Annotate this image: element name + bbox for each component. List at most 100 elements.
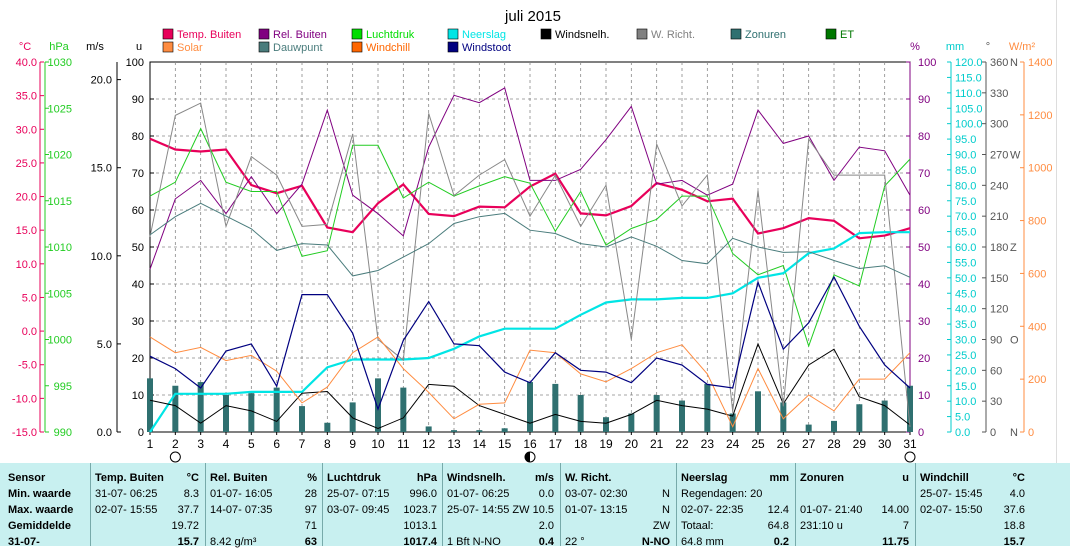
- axis-tick-label: 600: [1028, 268, 1046, 280]
- axis-tick-label: 1025: [48, 103, 72, 115]
- series-line-solar: [149, 336, 911, 428]
- axis-tick-label: 80.0: [955, 180, 976, 192]
- marker-circle: [904, 451, 916, 463]
- bar-zonuren: [603, 417, 609, 432]
- legend-label: Luchtdruk: [366, 29, 415, 41]
- axis-tick-label: 1200: [1028, 110, 1052, 122]
- bar-zonuren: [552, 383, 559, 432]
- stats-cell-value: 18.8: [1003, 520, 1025, 532]
- stats-cell-label: 8.42 g/m³: [210, 536, 257, 548]
- stats-column: Neerslag mm Regendagen: 20 02-07- 22:35 12.4…: [676, 463, 793, 548]
- axis-tick-label: -10.0: [12, 393, 37, 405]
- axis-tick-label: 40.0: [955, 304, 976, 316]
- axis-tick-label: 80: [918, 131, 930, 143]
- series-line-neerslag: [149, 231, 910, 433]
- bar-zonuren: [425, 426, 432, 432]
- axis-tick-label: 90.0: [955, 150, 976, 162]
- axis-tick-label: 180: [990, 242, 1008, 254]
- axis-tick-label: 1000: [48, 335, 72, 347]
- x-tick-label: 23: [701, 437, 715, 451]
- compass-label: O: [1010, 335, 1019, 347]
- legend-label: Windstoot: [462, 42, 511, 54]
- axis-tick-label: 10: [132, 390, 144, 402]
- bar-zonuren: [907, 385, 913, 432]
- stats-cell-value: 14.00: [881, 504, 909, 516]
- stats-cell-label: 02-07- 22:35: [681, 504, 744, 516]
- x-tick-label: 15: [498, 437, 512, 451]
- stats-column: W. Richt. 03-07- 02:30 N 01-07- 13:15 N ZW 22 …: [560, 463, 674, 548]
- legend-swatch: [258, 28, 270, 40]
- stats-column-unit: %: [307, 472, 317, 484]
- stats-cell-label: 14-07- 07:35: [210, 504, 273, 516]
- axis-tick-label: 45.0: [955, 288, 976, 300]
- axis-unit-label: %: [910, 41, 920, 53]
- stats-cell-value: ZW: [652, 520, 670, 532]
- stats-cell-value: 0.2: [773, 536, 789, 548]
- stats-column-header: Windchill: [920, 472, 969, 484]
- x-tick-label: 1: [147, 437, 154, 451]
- axis-tick-label: 70.0: [955, 211, 976, 223]
- axis-tick-label: 30.0: [16, 124, 37, 136]
- series-line-rel-buiten: [149, 87, 911, 270]
- axis-tick-label: 50.0: [955, 273, 976, 285]
- x-tick-label: 17: [549, 437, 563, 451]
- stats-cell-value: 97: [304, 504, 317, 516]
- stats-cell-label: 231:10 u: [800, 520, 843, 532]
- x-tick-label: 5: [248, 437, 255, 451]
- axis-tick-label: 800: [1028, 216, 1046, 228]
- stats-column-unit: °C: [186, 472, 199, 484]
- axis-tick-label: 80: [132, 131, 144, 143]
- bar-zonuren: [172, 385, 179, 432]
- stats-column-header: W. Richt.: [565, 472, 612, 484]
- axis-tick-label: 10: [918, 390, 930, 402]
- stats-column: Windsnelh. m/s 01-07- 06:25 0.0 25-07- 14:55…: [442, 463, 558, 548]
- compass-label: N: [1010, 427, 1018, 439]
- axis-unit-label: W/m²: [1009, 41, 1036, 53]
- legend-swatch: [351, 28, 363, 40]
- legend-label: Dauwpunt: [273, 42, 323, 54]
- bar-zonuren: [527, 382, 533, 432]
- legend-swatch: [447, 28, 459, 40]
- bar-zonuren: [451, 430, 457, 432]
- axis-tick-label: 90: [132, 94, 144, 106]
- legend-swatch: [258, 41, 270, 53]
- stats-cell-value: 8.3: [183, 488, 199, 500]
- stats-column: Rel. Buiten% 01-07- 16:05 28 14-07- 07:35 97…: [205, 463, 321, 548]
- bar-zonuren: [501, 428, 508, 432]
- axis-tick-label: 1020: [48, 150, 72, 162]
- axis-tick-label: 40: [918, 279, 930, 291]
- stats-cell-value: 1013.1: [403, 520, 437, 532]
- axis-tick-label: 85.0: [955, 165, 976, 177]
- axis-unit-label: hPa: [49, 41, 69, 53]
- axis-tick-label: 60: [918, 205, 930, 217]
- axis-tick-label: 35.0: [16, 91, 37, 103]
- axis-tick-label: 0.0: [97, 427, 112, 439]
- legend-label: ET: [840, 29, 854, 41]
- axis-tick-label: 240: [990, 180, 1008, 192]
- stats-column-unit: mm: [769, 472, 789, 484]
- bar-zonuren: [400, 387, 407, 432]
- legend-swatch: [162, 41, 174, 53]
- axis-tick-label: 115.0: [955, 72, 982, 84]
- vertical-scrollbar[interactable]: [1056, 0, 1070, 463]
- axis-tick-label: 995: [54, 381, 72, 393]
- stats-cell-label: 22 °: [565, 536, 585, 548]
- axis-tick-label: 10.0: [16, 259, 37, 271]
- stats-cell-label: 01-07- 06:25: [447, 488, 510, 500]
- stats-cell-label: 25-07- 07:15: [327, 488, 390, 500]
- weather-chart: juli 2015 Temp. Buiten Rel. Buiten Luchtdru…: [12, 8, 1052, 463]
- axis-unit-label: °: [986, 41, 990, 53]
- stats-cell-value: 11.75: [882, 536, 909, 548]
- axis-tick-label: 360: [990, 57, 1008, 69]
- series-line-luchtdruk: [149, 127, 911, 348]
- axis-tick-label: 70: [132, 168, 144, 180]
- stats-row-label: Sensor: [8, 472, 46, 484]
- stats-cell-value: N-NO: [641, 536, 670, 548]
- compass-label: W: [1010, 150, 1021, 162]
- axis-tick-label: 330: [990, 88, 1008, 100]
- bar-zonuren: [755, 391, 761, 432]
- x-tick-label: 14: [473, 437, 487, 451]
- axis-tick-label: 30.0: [955, 335, 976, 347]
- bar-zonuren: [881, 400, 888, 432]
- bar-zonuren: [856, 404, 863, 432]
